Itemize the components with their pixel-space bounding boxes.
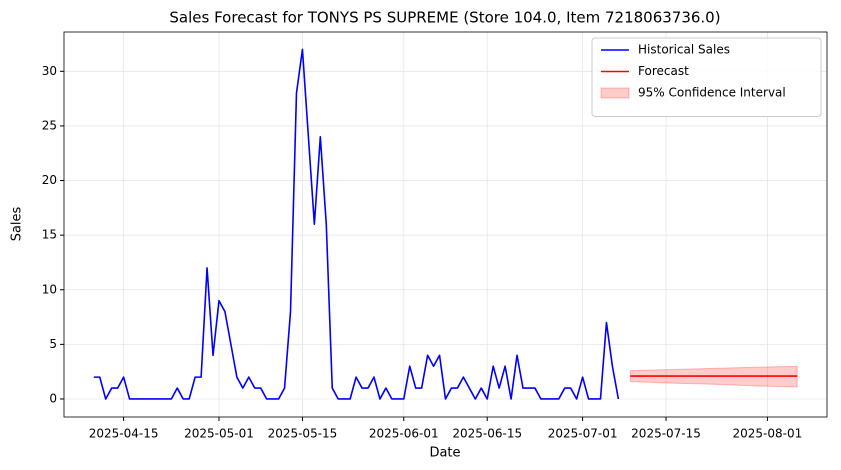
y-tick-label: 30 xyxy=(42,64,57,78)
x-tick-label: 2025-07-01 xyxy=(548,427,618,441)
chart-title: Sales Forecast for TONYS PS SUPREME (Sto… xyxy=(169,9,720,27)
legend-box xyxy=(591,37,822,117)
y-tick-label: 0 xyxy=(49,391,57,405)
legend-label: Forecast xyxy=(638,64,689,78)
x-tick-label: 2025-08-01 xyxy=(733,427,803,441)
x-tick-label: 2025-06-15 xyxy=(452,427,522,441)
x-tick-label: 2025-04-15 xyxy=(89,427,159,441)
x-axis-label: Date xyxy=(429,446,460,461)
y-tick-label: 20 xyxy=(42,173,57,187)
y-axis-label: Sales xyxy=(10,206,25,241)
legend-label: 95% Confidence Interval xyxy=(638,86,786,100)
y-tick-label: 5 xyxy=(49,337,57,351)
legend: Historical Sales Forecast 95% Confidence I… xyxy=(591,37,822,117)
legend-label: Historical Sales xyxy=(638,43,730,57)
x-tick-label: 2025-06-01 xyxy=(369,427,439,441)
legend-swatch xyxy=(600,87,630,99)
x-tick-label: 2025-05-15 xyxy=(268,427,338,441)
y-tick-label: 25 xyxy=(42,118,57,132)
x-tick-label: 2025-05-01 xyxy=(184,427,254,441)
y-tick-label: 15 xyxy=(42,228,57,242)
plot-frame xyxy=(63,31,828,418)
series-line xyxy=(93,48,620,400)
y-tick-label: 10 xyxy=(42,282,57,296)
x-tick-label: 2025-07-15 xyxy=(631,427,701,441)
